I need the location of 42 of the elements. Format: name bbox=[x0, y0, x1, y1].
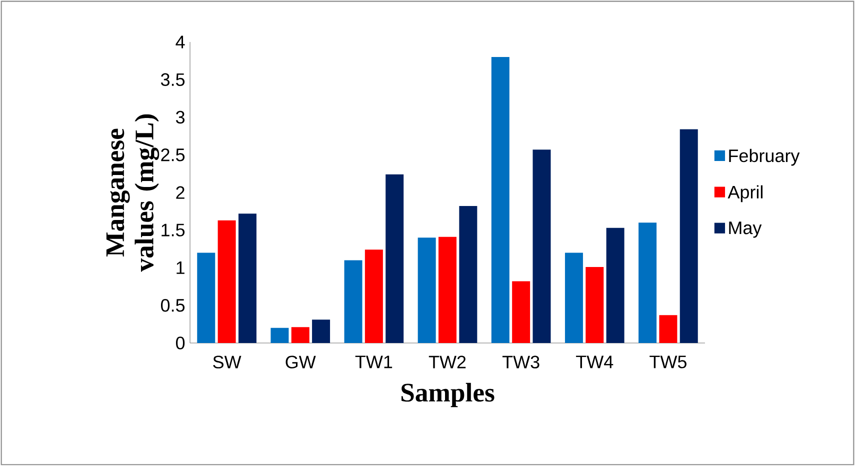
bar bbox=[438, 236, 456, 343]
bar bbox=[270, 328, 289, 343]
y-tick-label: 2.5 bbox=[161, 148, 185, 162]
x-tick-label: TW2 bbox=[428, 356, 466, 368]
legend-label: February bbox=[729, 148, 800, 166]
bar bbox=[586, 266, 604, 343]
x-tick-label: TW4 bbox=[576, 356, 614, 368]
bar bbox=[364, 250, 383, 343]
bar bbox=[197, 252, 216, 343]
bar bbox=[512, 281, 530, 343]
bar bbox=[532, 150, 551, 343]
x-tick-label: SW bbox=[213, 356, 242, 368]
y-tick-label: 3 bbox=[176, 110, 185, 124]
bar bbox=[386, 174, 404, 343]
bar bbox=[606, 228, 624, 343]
bar bbox=[680, 129, 698, 343]
x-tick-label: TW3 bbox=[502, 356, 540, 368]
y-tick-label: 1 bbox=[176, 262, 184, 274]
y-tick-label: 3.5 bbox=[160, 73, 185, 86]
y-tick-label: 1.5 bbox=[162, 224, 185, 236]
bar bbox=[459, 206, 478, 343]
y-axis-title: Manganese values (mg/L) bbox=[106, 114, 160, 272]
x-tick-label: GW bbox=[286, 356, 316, 368]
bar bbox=[638, 222, 657, 343]
legend-label: May bbox=[729, 222, 762, 238]
bar bbox=[291, 327, 310, 343]
y-tick-label: 0 bbox=[176, 336, 185, 350]
bar bbox=[238, 214, 256, 343]
bar bbox=[418, 238, 436, 343]
x-axis-title: Samples bbox=[402, 382, 494, 408]
y-tick-label: 0.5 bbox=[160, 298, 185, 312]
y-tick-label: 2 bbox=[176, 186, 184, 199]
bar bbox=[659, 315, 678, 343]
legend-label: April bbox=[728, 185, 762, 202]
y-tick-label: 4 bbox=[176, 36, 185, 48]
x-tick-label: TW5 bbox=[650, 356, 686, 368]
bar bbox=[312, 320, 330, 343]
x-tick-label: TW1 bbox=[355, 356, 392, 368]
bar bbox=[564, 252, 583, 343]
bar bbox=[344, 260, 362, 343]
bar bbox=[491, 57, 510, 343]
bar bbox=[218, 220, 236, 343]
